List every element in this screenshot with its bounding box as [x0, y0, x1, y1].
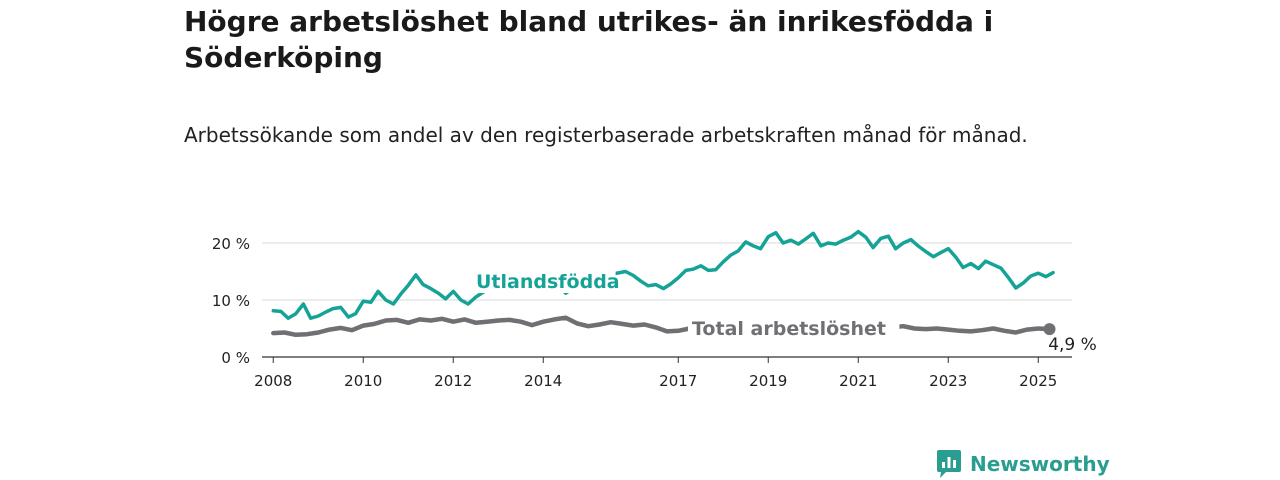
x-tick-label: 2019	[749, 372, 787, 390]
series-labels: Utlandsfödda Total arbetslöshet 4,9 %	[472, 269, 1097, 355]
x-tick-label: 2010	[344, 372, 382, 390]
axes: 0 % 10 % 20 % 2008 2010 2012 2014 2017 2019 2021 2…	[212, 235, 1072, 390]
last-value-marker	[1043, 323, 1056, 336]
total-arbetsloshet-label-halo	[688, 316, 900, 340]
x-tick-label: 2025	[1019, 372, 1057, 390]
newsworthy-icon	[937, 450, 961, 478]
last-value-label: 4,9 %	[1048, 335, 1097, 355]
x-tick-label: 2008	[254, 372, 292, 390]
x-tick-label: 2023	[929, 372, 967, 390]
y-tick-label: 0 %	[221, 349, 250, 367]
x-tick-label: 2014	[524, 372, 562, 390]
x-tick-label: 2017	[659, 372, 697, 390]
total-arbetsloshet-line	[271, 315, 1052, 338]
utlandsfodda-label: Utlandsfödda	[476, 271, 620, 293]
utlandsfodda-line	[271, 229, 1055, 320]
y-tick-label: 20 %	[212, 235, 250, 253]
series-lines	[271, 229, 1055, 338]
chart-subtitle: Arbetssökande som andel av den registerb…	[184, 123, 1028, 147]
x-tick-label: 2012	[434, 372, 472, 390]
chart-title: Högre arbetslöshet bland utrikes- än inr…	[184, 5, 994, 74]
newsworthy-logo: Newsworthy	[936, 448, 1110, 480]
y-tick-label: 10 %	[212, 292, 250, 310]
utlandsfodda-label-halo	[472, 269, 616, 293]
line-chart: 0 % 10 % 20 % 2008 2010 2012 2014 2017 2019 2021 2…	[212, 229, 1097, 390]
x-tick-label: 2021	[839, 372, 877, 390]
brand-name: Newsworthy	[970, 452, 1110, 476]
total-arbetsloshet-label: Total arbetslöshet	[692, 318, 886, 340]
